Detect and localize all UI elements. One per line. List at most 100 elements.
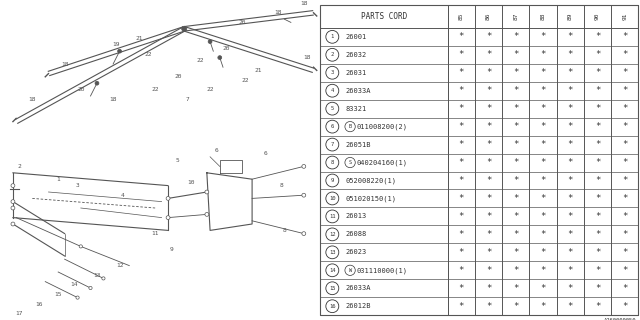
Text: *: * — [486, 302, 492, 311]
Text: 21: 21 — [135, 36, 143, 41]
Text: *: * — [513, 86, 518, 95]
Circle shape — [11, 184, 15, 188]
Text: 6: 6 — [263, 151, 267, 156]
Text: *: * — [486, 104, 492, 113]
Circle shape — [302, 193, 306, 197]
Text: 26001: 26001 — [346, 34, 367, 40]
Text: *: * — [568, 230, 573, 239]
Text: *: * — [595, 194, 600, 203]
Text: 89: 89 — [568, 12, 573, 20]
Text: B: B — [349, 124, 351, 129]
Text: 83321: 83321 — [346, 106, 367, 112]
Text: *: * — [540, 122, 546, 131]
Text: *: * — [513, 104, 518, 113]
Text: *: * — [568, 140, 573, 149]
Text: 16: 16 — [35, 301, 42, 307]
Text: 13: 13 — [93, 273, 100, 278]
Text: 9: 9 — [170, 247, 173, 252]
Text: *: * — [540, 266, 546, 275]
Text: *: * — [595, 68, 600, 77]
Text: A260000050: A260000050 — [604, 318, 637, 320]
Text: 20: 20 — [77, 87, 84, 92]
Text: *: * — [513, 68, 518, 77]
Text: 26023: 26023 — [346, 249, 367, 255]
Text: *: * — [513, 50, 518, 59]
Text: *: * — [459, 140, 464, 149]
Text: *: * — [459, 212, 464, 221]
Text: W: W — [349, 268, 351, 273]
Text: 20: 20 — [239, 20, 246, 25]
Text: 3: 3 — [331, 70, 334, 75]
Circle shape — [208, 40, 212, 44]
Text: *: * — [459, 32, 464, 41]
Text: *: * — [459, 266, 464, 275]
Text: *: * — [486, 140, 492, 149]
Text: *: * — [513, 248, 518, 257]
Text: 18: 18 — [29, 97, 36, 102]
Text: 2: 2 — [331, 52, 334, 57]
Text: 10: 10 — [187, 180, 195, 185]
Text: 20: 20 — [223, 45, 230, 51]
Text: *: * — [622, 122, 627, 131]
Circle shape — [302, 164, 306, 168]
Text: *: * — [540, 68, 546, 77]
Circle shape — [95, 81, 99, 85]
Text: 040204160(1): 040204160(1) — [357, 159, 408, 166]
Text: *: * — [622, 284, 627, 293]
Text: *: * — [622, 248, 627, 257]
Text: *: * — [486, 266, 492, 275]
Text: 8: 8 — [282, 228, 286, 233]
Circle shape — [102, 277, 105, 280]
Text: 6: 6 — [214, 148, 218, 153]
Text: 6: 6 — [331, 124, 334, 129]
Text: *: * — [486, 68, 492, 77]
Text: 16: 16 — [329, 304, 335, 309]
Text: 26033A: 26033A — [346, 88, 371, 94]
Text: *: * — [540, 194, 546, 203]
Text: 1: 1 — [331, 34, 334, 39]
Circle shape — [76, 296, 79, 299]
Text: *: * — [568, 212, 573, 221]
Text: *: * — [540, 284, 546, 293]
Text: *: * — [459, 86, 464, 95]
Text: 011008200(2): 011008200(2) — [357, 124, 408, 130]
Text: 2: 2 — [17, 164, 21, 169]
Text: *: * — [513, 266, 518, 275]
Text: 10: 10 — [329, 196, 335, 201]
Text: *: * — [540, 302, 546, 311]
Text: 1: 1 — [56, 177, 60, 182]
Text: 12: 12 — [329, 232, 335, 237]
Circle shape — [79, 245, 83, 248]
Text: 26033A: 26033A — [346, 285, 371, 291]
Text: *: * — [513, 140, 518, 149]
Text: 87: 87 — [513, 12, 518, 20]
Text: 031110000(1): 031110000(1) — [357, 267, 408, 274]
Text: *: * — [486, 248, 492, 257]
Text: 052008220(1): 052008220(1) — [346, 177, 397, 184]
Text: 4: 4 — [121, 193, 125, 198]
Text: *: * — [595, 32, 600, 41]
Text: 20: 20 — [174, 74, 182, 79]
Text: *: * — [622, 104, 627, 113]
Text: *: * — [568, 194, 573, 203]
Text: 26088: 26088 — [346, 231, 367, 237]
Text: 26032: 26032 — [346, 52, 367, 58]
Text: 21: 21 — [255, 68, 262, 73]
Text: 11: 11 — [152, 231, 159, 236]
Text: 14: 14 — [329, 268, 335, 273]
Text: *: * — [622, 176, 627, 185]
Text: *: * — [540, 176, 546, 185]
Text: *: * — [568, 32, 573, 41]
Text: *: * — [459, 302, 464, 311]
Text: *: * — [459, 50, 464, 59]
Text: *: * — [622, 158, 627, 167]
Text: 26013: 26013 — [346, 213, 367, 220]
Text: 5: 5 — [331, 106, 334, 111]
Text: 26031: 26031 — [346, 70, 367, 76]
Text: *: * — [459, 68, 464, 77]
Text: 4: 4 — [331, 88, 334, 93]
Circle shape — [89, 286, 92, 290]
Circle shape — [166, 216, 170, 220]
Text: *: * — [622, 86, 627, 95]
Text: *: * — [595, 104, 600, 113]
